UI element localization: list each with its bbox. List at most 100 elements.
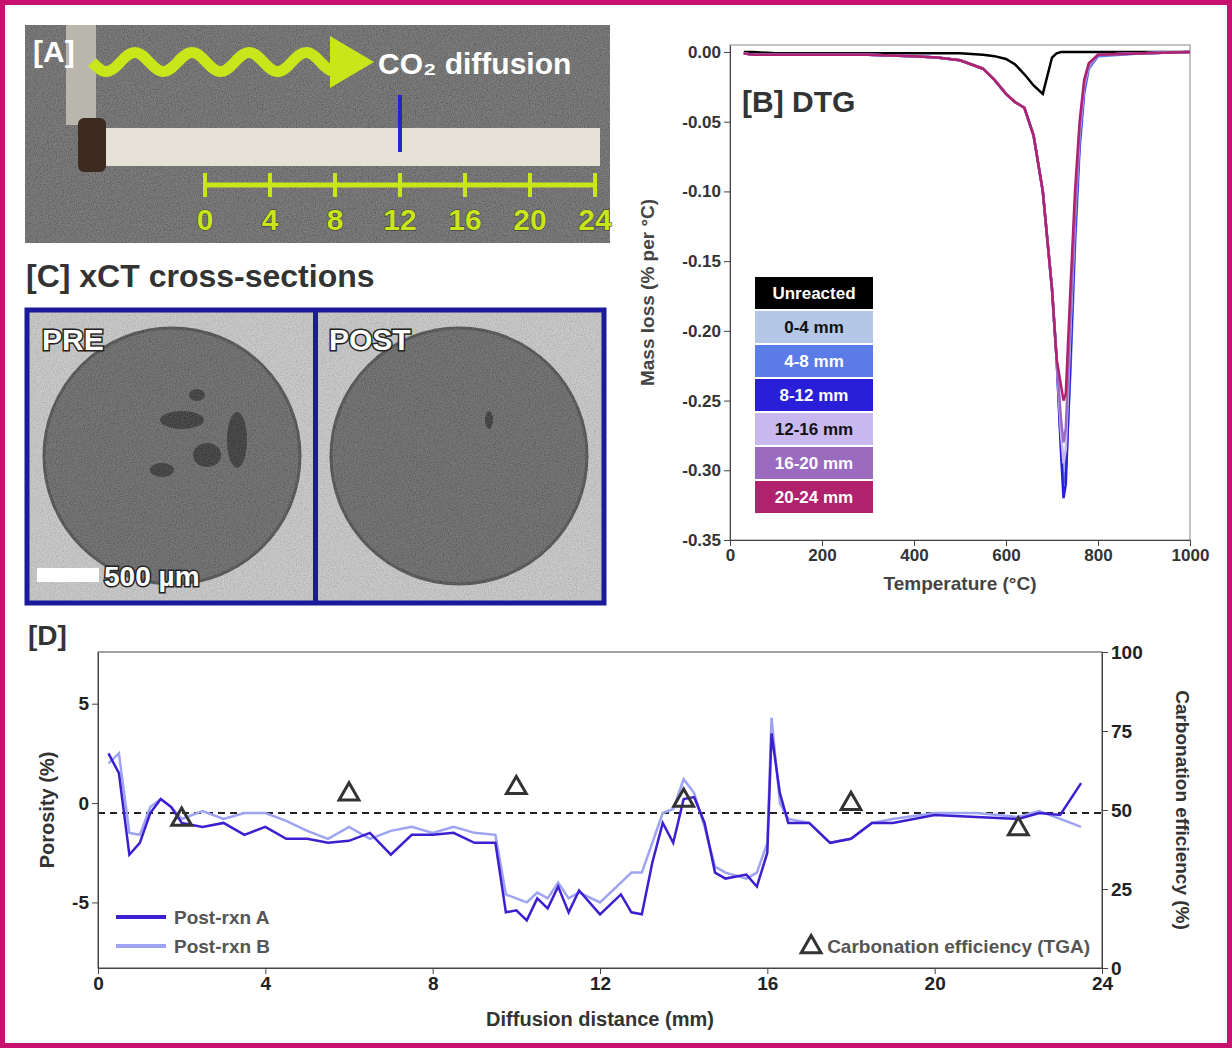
legend-label: 20-24 mm <box>775 488 853 507</box>
tick: 0 <box>93 968 104 994</box>
scale-tick <box>333 173 337 197</box>
tick-label: 1000 <box>1172 546 1210 565</box>
tick-label: 0.00 <box>688 43 721 62</box>
tick: 16 <box>757 968 778 994</box>
legend-label: Unreacted <box>772 284 855 303</box>
legend-label: 8-12 mm <box>780 386 849 405</box>
tick: -0.10 <box>682 182 730 201</box>
tick-label: -0.35 <box>682 531 721 550</box>
x-axis: 04812162024 <box>93 968 1113 994</box>
scale-tick <box>528 173 532 197</box>
point <box>841 792 861 809</box>
panel-title: [C] xCT cross-sections <box>26 258 375 294</box>
axis-line <box>98 653 99 969</box>
tick-mark <box>724 401 730 402</box>
scale-label: 12 <box>383 203 416 236</box>
legend-label: 4-8 mm <box>784 352 844 371</box>
tick: -0.25 <box>682 392 730 411</box>
x-axis: 02004006008001000 <box>726 540 1210 565</box>
x-axis-title: Diffusion distance (mm) <box>486 1008 714 1030</box>
image-frame <box>27 310 604 603</box>
tick-mark <box>724 261 730 262</box>
point <box>506 776 526 793</box>
tick: 1000 <box>1172 540 1210 565</box>
tick-label: 0 <box>78 793 89 814</box>
legend-swatch <box>755 345 873 377</box>
legend-label: 0-4 mm <box>784 318 844 337</box>
tick-mark <box>724 331 730 332</box>
figure-border <box>3 3 1230 1046</box>
axis-line <box>730 46 731 541</box>
tick-label: 12 <box>590 973 611 994</box>
point <box>1008 818 1028 835</box>
legend-swatch <box>755 481 873 513</box>
legend-swatch <box>116 915 166 919</box>
point <box>172 808 192 825</box>
panel-c: [C] xCT cross-sectionsPREPOST500 µm <box>26 258 604 603</box>
legend-label: Carbonation efficiency (TGA) <box>827 936 1090 957</box>
tick: 50 <box>1102 800 1132 821</box>
sample-plug <box>78 118 106 172</box>
legend-swatch <box>755 311 873 343</box>
y2-axis: 0255075100 <box>1102 642 1143 979</box>
tick-label: 50 <box>1111 800 1132 821</box>
scale-tick <box>463 173 467 197</box>
tick-label: -5 <box>72 892 89 913</box>
legend-swatch <box>755 277 873 309</box>
y-axis-title: Porosity (%) <box>36 752 58 869</box>
tick-label: 16 <box>757 973 778 994</box>
y2-axis-title: Carbonation efficiency (%) <box>1172 690 1193 930</box>
y-axis: -5 0 5 <box>72 653 98 969</box>
tick-label: -0.05 <box>682 113 721 132</box>
y-axis-title: Mass loss (% per °C) <box>637 199 658 386</box>
tick-label: 4 <box>261 973 272 994</box>
tick: -0.05 <box>682 113 730 132</box>
legend-swatch <box>116 944 166 948</box>
tick: 600 <box>992 540 1020 565</box>
tick: 8 <box>428 968 439 994</box>
tick: -0.15 <box>682 252 730 271</box>
scale-label: 16 <box>448 203 481 236</box>
scale-label: 24 <box>578 203 612 236</box>
figure: 04812162024CO₂ diffusion[A][C] xCT cross… <box>0 0 1232 1048</box>
tick-mark <box>92 704 98 705</box>
tick: 4 <box>261 968 272 994</box>
sample-strip <box>95 128 600 166</box>
chart-title: [B] DTG <box>742 85 855 118</box>
legend-label: 12-16 mm <box>775 420 853 439</box>
scale-label: 20 <box>513 203 546 236</box>
tick-label: 100 <box>1111 642 1143 663</box>
tick-label: 75 <box>1111 721 1133 742</box>
annotation: CO₂ diffusion <box>378 47 571 80</box>
scale-bar <box>37 568 99 582</box>
tick: 0 <box>726 540 735 565</box>
plot-lines <box>744 52 1190 498</box>
tick: 0.00 <box>688 43 730 62</box>
tick-label: 5 <box>78 693 89 714</box>
scale-tick <box>268 173 272 197</box>
legend-label: Post-rxn B <box>174 936 270 957</box>
series-line <box>108 718 1081 903</box>
tick-label: 200 <box>808 546 836 565</box>
tick: -0.35 <box>682 531 730 550</box>
tick: 75 <box>1102 721 1133 742</box>
legend-label: 16-20 mm <box>775 454 853 473</box>
tick: 12 <box>590 968 611 994</box>
tick-label: -0.20 <box>682 322 721 341</box>
tick: 0 <box>78 793 98 814</box>
tick-mark <box>724 540 730 541</box>
arrow-head <box>330 36 374 88</box>
scale-label: 4 <box>262 203 279 236</box>
tick-mark <box>1102 810 1108 811</box>
tick-label: 600 <box>992 546 1020 565</box>
tick-label: 25 <box>1111 879 1133 900</box>
tick-label: -0.15 <box>682 252 721 271</box>
tick: 100 <box>1102 642 1143 663</box>
tick: 25 <box>1102 879 1133 900</box>
tick-label: 8 <box>428 973 439 994</box>
tick-mark <box>92 902 98 903</box>
legend: Post-rxn APost-rxn BCarbonation efficien… <box>116 907 1090 957</box>
scale-tick <box>398 173 402 197</box>
legend-swatch <box>801 936 821 953</box>
tick-mark <box>724 470 730 471</box>
